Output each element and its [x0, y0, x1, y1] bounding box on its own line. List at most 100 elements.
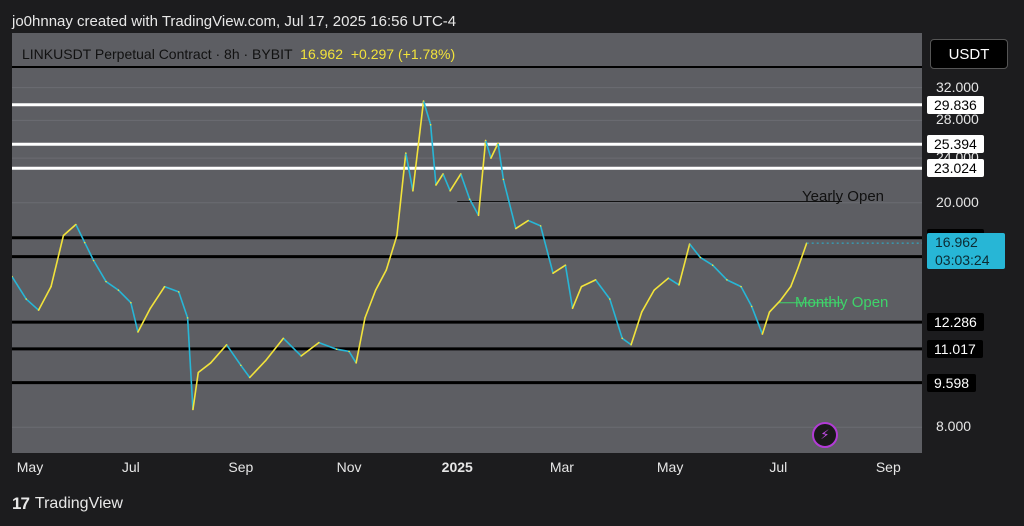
price-point [688, 243, 691, 245]
price-point [667, 277, 670, 279]
price-point [678, 284, 680, 286]
price-segment [355, 317, 366, 364]
price-segment [336, 348, 350, 353]
price-point [92, 259, 95, 262]
y-tick-label: 20.000 [936, 193, 979, 210]
price-point [621, 337, 624, 340]
price-point [779, 300, 781, 302]
price-segment [490, 142, 499, 159]
price-point [318, 341, 320, 344]
price-point [429, 123, 432, 126]
price-point [571, 307, 574, 310]
price-point [459, 173, 462, 175]
x-tick-label: May [656, 459, 684, 475]
price-segment [385, 235, 398, 271]
price-point [177, 291, 180, 293]
price-segment [364, 289, 377, 319]
price-segment [460, 173, 471, 200]
lightning-icon[interactable]: ⚡ [812, 422, 838, 448]
price-segment [502, 179, 517, 229]
price-segment [210, 344, 228, 364]
price-segment [768, 300, 781, 313]
symbol-title: LINKUSDT Perpetual Contract · 8h · BYBIT [22, 46, 293, 62]
price-segment [374, 269, 387, 291]
price-segment [740, 286, 753, 307]
price-point [149, 307, 152, 310]
y-tick-label: 32.000 [936, 78, 979, 95]
price-point [699, 256, 702, 259]
price-point [130, 301, 132, 304]
price-segment [186, 317, 194, 410]
bar-countdown: 03:03:24 [935, 252, 990, 269]
price-segment [497, 143, 505, 180]
price-point [348, 350, 350, 353]
price-segment [484, 140, 492, 159]
y-tick-label: 28.000 [936, 111, 979, 128]
price-segment [468, 198, 480, 216]
price-segment [641, 289, 655, 313]
price-segment [609, 298, 623, 339]
price-point [62, 234, 65, 237]
price-point [761, 333, 764, 335]
price-segment [12, 276, 27, 300]
price-point [435, 184, 437, 186]
price-point [405, 152, 407, 154]
price-segment [92, 260, 107, 282]
price-point [514, 227, 517, 230]
price-point [412, 190, 414, 192]
price-point [477, 214, 480, 217]
price-point [653, 289, 655, 291]
price-point [364, 317, 366, 319]
price-point [797, 267, 799, 270]
tradingview-logo: 17 [12, 494, 30, 513]
price-change: +0.297 (+1.78%) [350, 46, 456, 62]
footer-brand: 17 TradingView [12, 494, 123, 514]
price-segment [653, 277, 669, 291]
price-point [608, 298, 611, 300]
price-segment [396, 152, 407, 236]
price-segment [225, 344, 242, 366]
price-point [740, 285, 742, 288]
price-point [192, 408, 194, 411]
price-segment [688, 243, 701, 258]
price-point [564, 264, 567, 267]
price-segment [265, 337, 285, 362]
level-label: 23.024 [927, 159, 984, 178]
price-point [163, 285, 166, 288]
price-segment [412, 100, 425, 191]
price-point [240, 364, 242, 367]
price-segment [318, 341, 337, 350]
price-point [422, 100, 425, 102]
price-point [282, 337, 285, 340]
symbol-info: LINKUSDT Perpetual Contract · 8h · BYBIT… [22, 46, 455, 62]
level-label: 25.394 [927, 135, 984, 154]
price-point [484, 139, 487, 142]
current-price-label: 16.962 [935, 234, 978, 251]
price-plot[interactable] [12, 33, 922, 453]
currency-button[interactable]: USDT [930, 39, 1008, 69]
level-label: 11.017 [927, 339, 983, 358]
price-segment [621, 337, 632, 346]
price-segment [149, 286, 166, 309]
price-segment [449, 173, 462, 192]
price-segment [405, 152, 414, 191]
price-segment [581, 279, 596, 288]
price-segment [25, 298, 40, 311]
price-point [490, 157, 492, 159]
price-segment [789, 268, 799, 287]
price-point [768, 311, 771, 313]
annotation-label: Monthly Open [795, 293, 889, 311]
x-tick-label: Jul [121, 459, 140, 475]
price-segment [630, 311, 643, 346]
price-point [497, 142, 499, 145]
price-segment [130, 302, 139, 333]
brand-name: TradingView [34, 495, 123, 512]
price-segment [564, 265, 574, 309]
price-segment [177, 291, 189, 319]
current-price-tag: 16.962 03:03:24 [927, 233, 1005, 270]
price-segment [137, 307, 152, 333]
price-point [552, 272, 554, 275]
price-segment [348, 351, 357, 364]
price-segment [761, 311, 771, 335]
price-point [186, 317, 189, 319]
